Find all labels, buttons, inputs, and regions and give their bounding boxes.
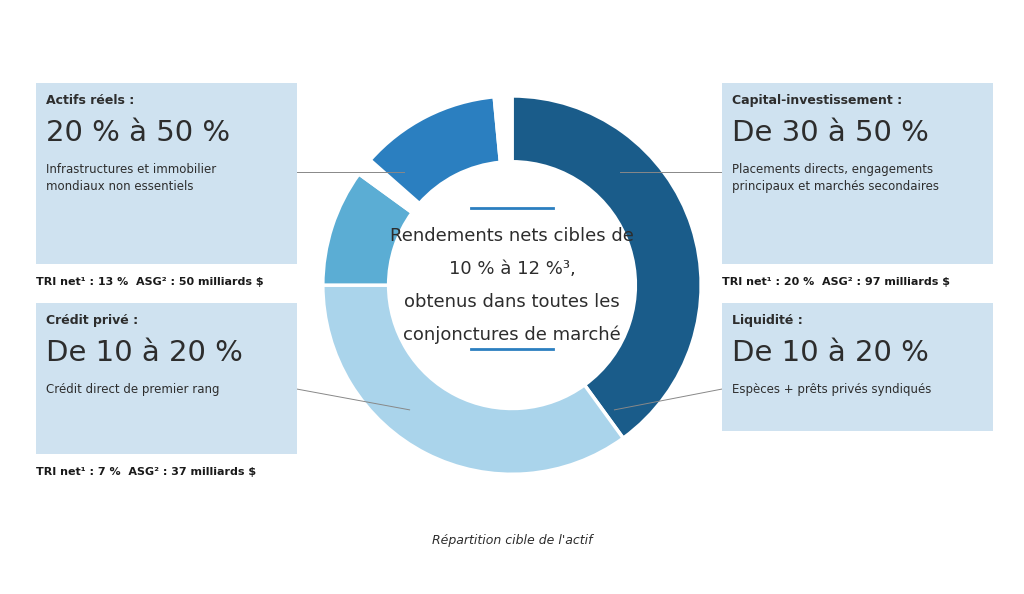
FancyBboxPatch shape [36,303,297,454]
Text: Rendements nets cibles de: Rendements nets cibles de [390,227,634,245]
Text: De 10 à 20 %: De 10 à 20 % [732,339,929,366]
FancyBboxPatch shape [36,83,297,264]
Text: conjonctures de marché: conjonctures de marché [403,326,621,344]
Wedge shape [323,285,624,474]
Text: 20 % à 50 %: 20 % à 50 % [46,119,230,147]
Text: Espèces + prêts privés syndiqués: Espèces + prêts privés syndiqués [732,383,932,396]
Text: Infrastructures et immobilier
mondiaux non essentiels: Infrastructures et immobilier mondiaux n… [46,163,216,194]
FancyBboxPatch shape [722,303,993,431]
FancyBboxPatch shape [722,83,993,264]
Wedge shape [323,174,413,285]
Text: Placements directs, engagements
principaux et marchés secondaires: Placements directs, engagements principa… [732,163,939,194]
Text: Crédit privé :: Crédit privé : [46,314,138,327]
Text: obtenus dans toutes les: obtenus dans toutes les [404,293,620,311]
Text: Capital-investissement :: Capital-investissement : [732,94,902,107]
Text: Répartition cible de l'actif: Répartition cible de l'actif [432,534,592,547]
Text: TRI net¹ : 7 %  ASG² : 37 milliards $: TRI net¹ : 7 % ASG² : 37 milliards $ [36,467,256,478]
Text: TRI net¹ : 20 %  ASG² : 97 milliards $: TRI net¹ : 20 % ASG² : 97 milliards $ [722,277,950,287]
Text: De 10 à 20 %: De 10 à 20 % [46,339,243,366]
Text: Liquidité :: Liquidité : [732,314,803,327]
Wedge shape [512,96,701,438]
Text: TRI net¹ : 13 %  ASG² : 50 milliards $: TRI net¹ : 13 % ASG² : 50 milliards $ [36,277,263,287]
Wedge shape [495,96,512,162]
Text: Crédit direct de premier rang: Crédit direct de premier rang [46,383,219,396]
Wedge shape [359,160,420,213]
Text: 10 % à 12 %³,: 10 % à 12 %³, [449,260,575,277]
Wedge shape [370,97,501,204]
Text: Actifs réels :: Actifs réels : [46,94,134,107]
Text: De 30 à 50 %: De 30 à 50 % [732,119,929,147]
